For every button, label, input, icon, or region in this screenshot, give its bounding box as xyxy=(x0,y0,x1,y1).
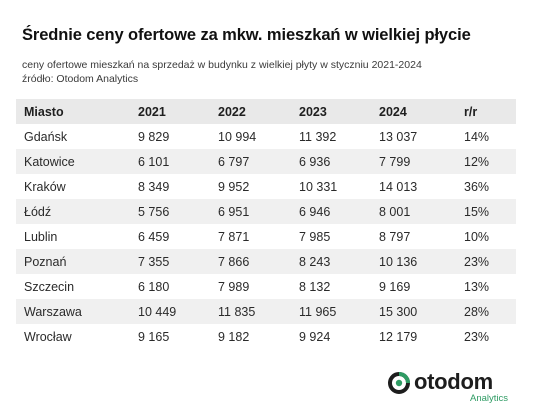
chart-subtitle: ceny ofertowe mieszkań na sprzedaż w bud… xyxy=(22,58,422,86)
price-cell: 9 165 xyxy=(130,324,210,349)
price-cell: 10 331 xyxy=(291,174,371,199)
price-cell: 10 449 xyxy=(130,299,210,324)
price-cell: 11 392 xyxy=(291,124,371,149)
yoy-change-cell: 28% xyxy=(456,299,516,324)
table-row: Wrocław 9 165 9 182 9 924 12 179 23% xyxy=(16,324,516,349)
city-cell: Lublin xyxy=(16,224,130,249)
column-header: Miasto xyxy=(16,99,130,124)
price-cell: 9 169 xyxy=(371,274,456,299)
price-cell: 6 951 xyxy=(210,199,291,224)
price-cell: 7 799 xyxy=(371,149,456,174)
table-row: Gdańsk 9 829 10 994 11 392 13 037 14% xyxy=(16,124,516,149)
price-cell: 6 797 xyxy=(210,149,291,174)
city-cell: Szczecin xyxy=(16,274,130,299)
yoy-change-cell: 10% xyxy=(456,224,516,249)
subtitle-description: ceny ofertowe mieszkań na sprzedaż w bud… xyxy=(22,59,422,71)
price-cell: 11 965 xyxy=(291,299,371,324)
price-cell: 6 101 xyxy=(130,149,210,174)
table-row: Łódź 5 756 6 951 6 946 8 001 15% xyxy=(16,199,516,224)
price-cell: 7 355 xyxy=(130,249,210,274)
yoy-change-cell: 13% xyxy=(456,274,516,299)
price-cell: 9 924 xyxy=(291,324,371,349)
chart-title: Średnie ceny ofertowe za mkw. mieszkań w… xyxy=(22,26,471,44)
price-cell: 7 866 xyxy=(210,249,291,274)
yoy-change-cell: 12% xyxy=(456,149,516,174)
price-cell: 7 989 xyxy=(210,274,291,299)
price-cell: 8 001 xyxy=(371,199,456,224)
column-header: 2023 xyxy=(291,99,371,124)
city-cell: Łódź xyxy=(16,199,130,224)
yoy-change-cell: 15% xyxy=(456,199,516,224)
table-row: Katowice 6 101 6 797 6 936 7 799 12% xyxy=(16,149,516,174)
price-cell: 6 946 xyxy=(291,199,371,224)
price-cell: 8 132 xyxy=(291,274,371,299)
price-table: Miasto 2021 2022 2023 2024 r/r Gdańsk 9 829 10 … xyxy=(16,99,516,349)
city-cell: Poznań xyxy=(16,249,130,274)
table-row: Kraków 8 349 9 952 10 331 14 013 36% xyxy=(16,174,516,199)
otodom-logo-icon xyxy=(388,372,410,394)
yoy-change-cell: 23% xyxy=(456,324,516,349)
price-cell: 8 349 xyxy=(130,174,210,199)
price-cell: 13 037 xyxy=(371,124,456,149)
table-row: Poznań 7 355 7 866 8 243 10 136 23% xyxy=(16,249,516,274)
table-header-row: Miasto 2021 2022 2023 2024 r/r xyxy=(16,99,516,124)
price-cell: 8 797 xyxy=(371,224,456,249)
price-cell: 9 952 xyxy=(210,174,291,199)
logo-wordmark: otodom xyxy=(414,369,493,394)
price-cell: 15 300 xyxy=(371,299,456,324)
price-cell: 5 756 xyxy=(130,199,210,224)
price-cell: 12 179 xyxy=(371,324,456,349)
otodom-logo: otodom Analytics xyxy=(388,369,512,406)
price-cell: 11 835 xyxy=(210,299,291,324)
price-cell: 9 182 xyxy=(210,324,291,349)
city-cell: Kraków xyxy=(16,174,130,199)
subtitle-source: źródło: Otodom Analytics xyxy=(22,73,139,85)
price-cell: 10 136 xyxy=(371,249,456,274)
yoy-change-cell: 36% xyxy=(456,174,516,199)
column-header: r/r xyxy=(456,99,516,124)
price-cell: 7 985 xyxy=(291,224,371,249)
price-cell: 6 459 xyxy=(130,224,210,249)
city-cell: Warszawa xyxy=(16,299,130,324)
column-header: 2022 xyxy=(210,99,291,124)
city-cell: Gdańsk xyxy=(16,124,130,149)
city-cell: Katowice xyxy=(16,149,130,174)
yoy-change-cell: 23% xyxy=(456,249,516,274)
price-cell: 9 829 xyxy=(130,124,210,149)
price-cell: 8 243 xyxy=(291,249,371,274)
yoy-change-cell: 14% xyxy=(456,124,516,149)
price-cell: 6 180 xyxy=(130,274,210,299)
price-cell: 10 994 xyxy=(210,124,291,149)
price-cell: 7 871 xyxy=(210,224,291,249)
price-cell: 14 013 xyxy=(371,174,456,199)
table-row: Warszawa 10 449 11 835 11 965 15 300 28% xyxy=(16,299,516,324)
table-row: Szczecin 6 180 7 989 8 132 9 169 13% xyxy=(16,274,516,299)
column-header: 2024 xyxy=(371,99,456,124)
logo-subtitle: Analytics xyxy=(469,393,508,404)
price-cell: 6 936 xyxy=(291,149,371,174)
column-header: 2021 xyxy=(130,99,210,124)
table-row: Lublin 6 459 7 871 7 985 8 797 10% xyxy=(16,224,516,249)
city-cell: Wrocław xyxy=(16,324,130,349)
